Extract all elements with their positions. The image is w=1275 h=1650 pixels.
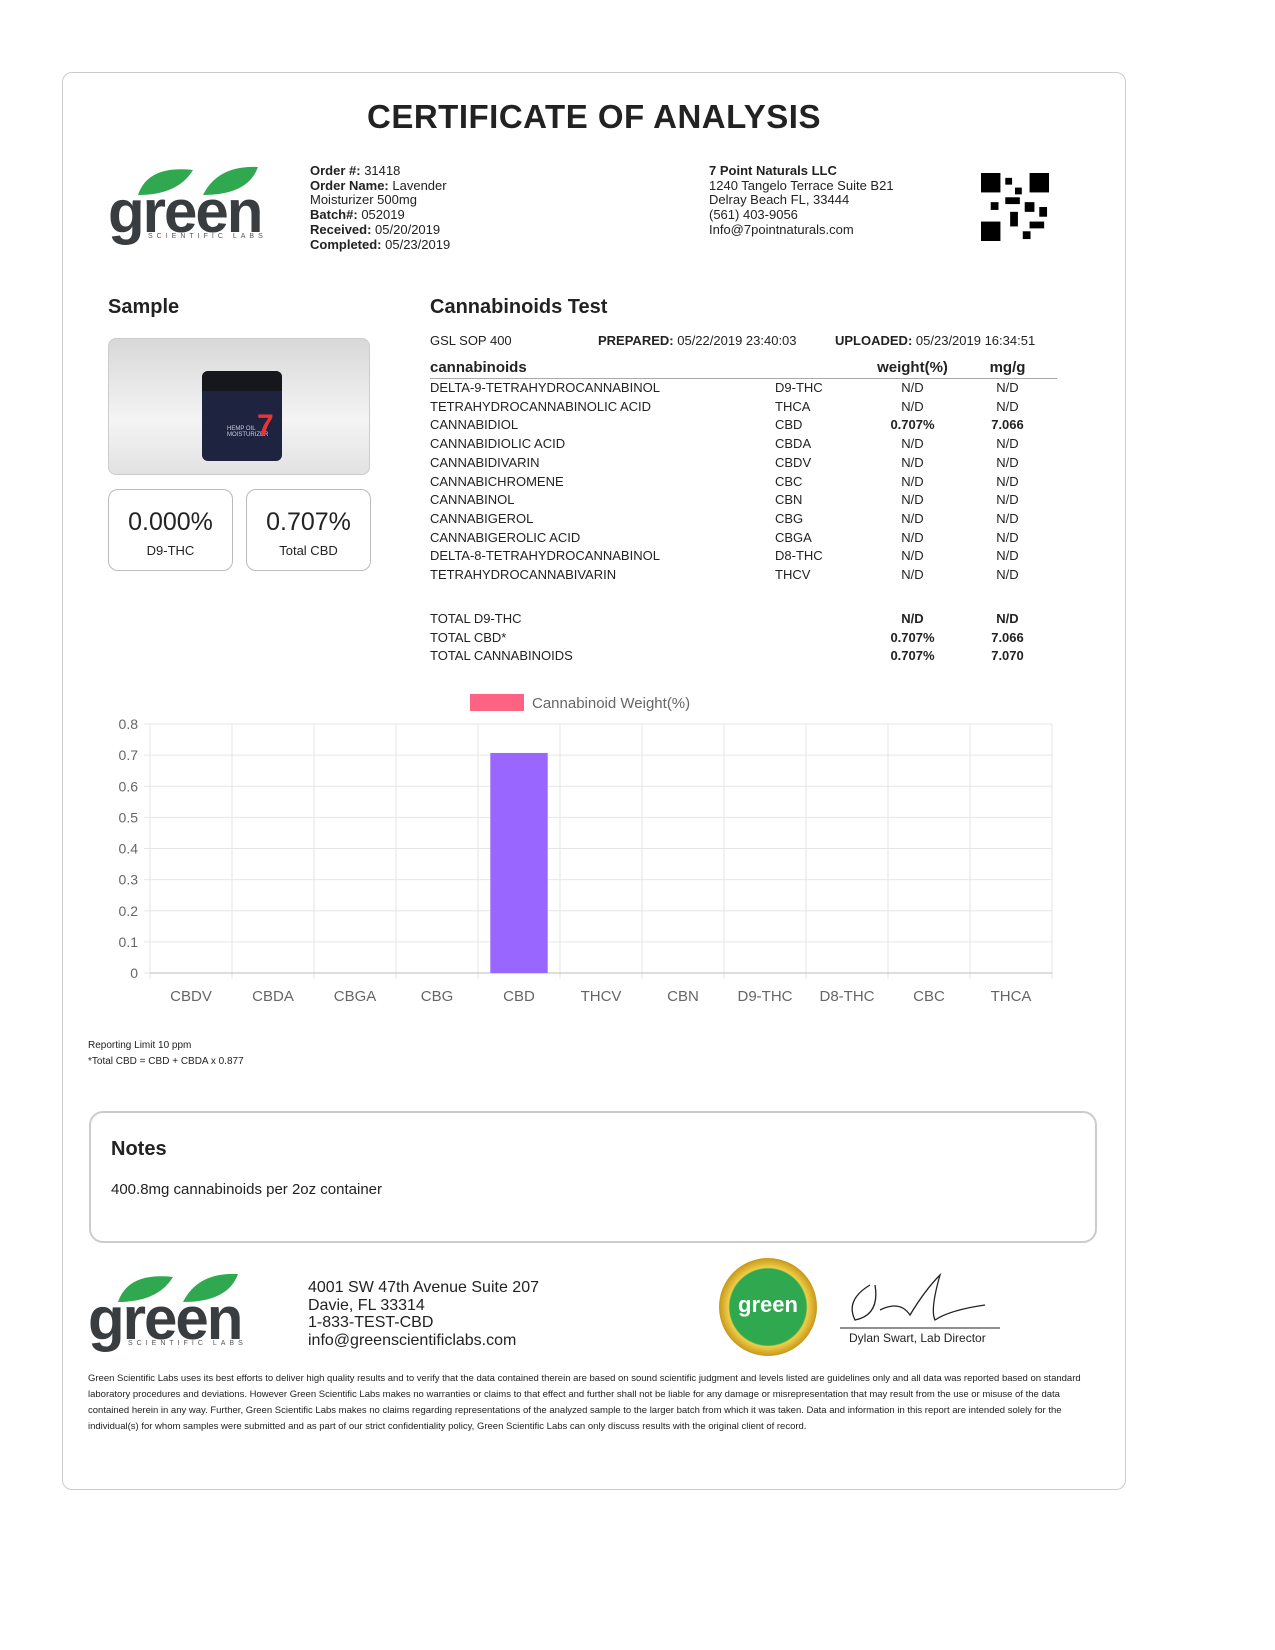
- test-heading: Cannabinoids Test: [430, 296, 608, 318]
- table-row: CANNABICHROMENE CBC N/D N/D: [430, 473, 1019, 489]
- y-tick-label: 0.5: [119, 809, 139, 825]
- leaf-icon: [138, 166, 258, 195]
- order-info: Order #: 31418 Order Name: Lavender Mois…: [310, 163, 451, 252]
- signature-icon: [840, 1272, 1000, 1329]
- stat-d9-thc: 0.000% D9-THC: [108, 489, 233, 571]
- notes-box: Notes 400.8mg cannabinoids per 2oz conta…: [89, 1111, 1097, 1243]
- footer-lab-logo: green SCIENTIFIC LABS: [88, 1272, 273, 1352]
- table-row: CANNABIDIOL CBD 0.707% 7.066: [430, 417, 1024, 433]
- page-frame: [62, 72, 1126, 1490]
- cannabinoid-weight-chart: 0 0.1 0.2 0.3 0.4 0.5 0.6 0.7 0.8 CBDV CBDA CBGA CBG…: [119, 694, 1053, 1005]
- legend-swatch: [470, 694, 524, 711]
- x-tick-label: D8-THC: [820, 988, 875, 1005]
- x-tick-label: CBN: [667, 988, 699, 1005]
- y-tick-label: 0: [130, 965, 138, 981]
- x-tick-label: CBD: [503, 988, 535, 1005]
- table-row: TETRAHYDROCANNABINOLIC ACID THCA N/D N/D: [430, 398, 1019, 414]
- total-row: TOTAL D9-THC N/D N/D: [430, 611, 1019, 626]
- client-info: 7 Point Naturals LLC 1240 Tangelo Terrac…: [709, 163, 894, 237]
- table-row: CANNABIGEROLIC ACID CBGA N/D N/D: [430, 529, 1019, 545]
- qr-code-icon: [981, 173, 1049, 241]
- table-row: DELTA-8-TETRAHYDROCANNABINOL D8-THC N/D N/D: [430, 548, 1019, 564]
- disclaimer: Green Scientific Labs uses its best effo…: [88, 1373, 1081, 1432]
- table-row: CANNABIDIOLIC ACID CBDA N/D N/D: [430, 436, 1019, 452]
- y-tick-label: 0.2: [119, 903, 139, 919]
- seal-of-testing-icon: green: [719, 1258, 817, 1356]
- y-tick-label: 0.7: [119, 747, 139, 763]
- x-tick-label: D9-THC: [738, 988, 793, 1005]
- total-row: TOTAL CANNABINOIDS 0.707% 7.070: [430, 648, 1024, 664]
- x-tick-label: CBC: [913, 988, 945, 1005]
- table-row: CANNABIGEROL CBG N/D N/D: [430, 510, 1019, 526]
- lab-logo: green SCIENTIFIC LABS: [108, 165, 293, 245]
- table-row: TETRAHYDROCANNABIVARIN THCV N/D N/D: [430, 567, 1019, 582]
- y-tick-label: 0.4: [119, 841, 139, 857]
- x-tick-label: CBDA: [252, 988, 294, 1005]
- sample-heading: Sample: [108, 296, 180, 318]
- jar-image: HEMP OIL MOISTURIZER 7: [202, 371, 282, 461]
- y-tick-label: 0.8: [119, 716, 139, 732]
- footnotes: Reporting Limit 10 ppm *Total CBD = CBD +…: [88, 1040, 244, 1067]
- x-tick-label: THCV: [581, 988, 622, 1005]
- table-header: cannabinoids weight(%) mg/g: [430, 358, 1057, 379]
- y-tick-label: 0.6: [119, 778, 139, 794]
- x-tick-label: THCA: [991, 988, 1032, 1005]
- x-tick-label: CBG: [421, 988, 454, 1005]
- y-tick-label: 0.1: [119, 934, 139, 950]
- legend-label: Cannabinoid Weight(%): [532, 695, 690, 712]
- table-row: DELTA-9-TETRAHYDROCANNABINOL D9-THC N/D N/D: [430, 380, 1019, 395]
- x-tick-label: CBDV: [170, 988, 212, 1005]
- bar-cbd: [490, 752, 548, 973]
- total-row: TOTAL CBD* 0.707% 7.066: [430, 629, 1024, 645]
- document-title: CERTIFICATE OF ANALYSIS: [367, 98, 821, 135]
- table-row: CANNABIDIVARIN CBDV N/D N/D: [430, 454, 1019, 470]
- stat-total-cbd: 0.707% Total CBD: [246, 489, 371, 571]
- lab-contact: 4001 SW 47th Avenue Suite 207 Davie, FL 3…: [308, 1279, 539, 1349]
- table-row: CANNABINOL CBN N/D N/D: [430, 492, 1019, 508]
- leaf-icon: [118, 1273, 238, 1302]
- x-tick-label: CBGA: [334, 988, 377, 1005]
- sample-photo: HEMP OIL MOISTURIZER 7: [108, 338, 370, 475]
- y-tick-label: 0.3: [119, 872, 139, 888]
